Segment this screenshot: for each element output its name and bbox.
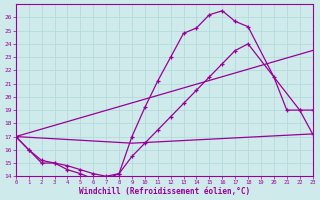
X-axis label: Windchill (Refroidissement éolien,°C): Windchill (Refroidissement éolien,°C) [79,187,250,196]
